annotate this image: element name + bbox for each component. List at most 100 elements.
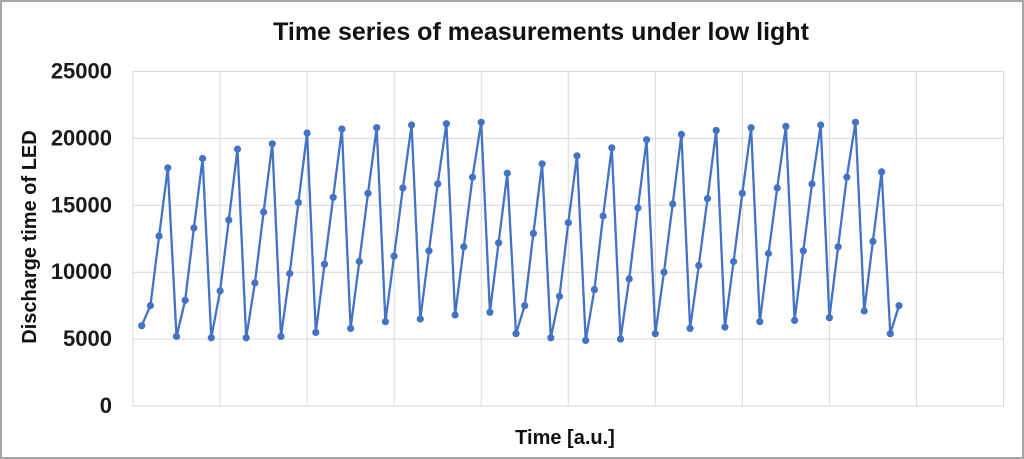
data-point xyxy=(651,330,659,338)
data-point xyxy=(294,199,302,207)
data-point xyxy=(616,335,625,343)
data-point xyxy=(251,279,259,287)
y-tick-label: 5000 xyxy=(63,326,112,351)
data-point xyxy=(582,336,590,344)
data-point xyxy=(190,224,198,232)
data-point xyxy=(625,275,633,283)
data-point xyxy=(538,160,546,168)
data-point xyxy=(712,126,720,134)
data-point xyxy=(564,219,572,227)
data-point xyxy=(286,269,294,278)
data-point xyxy=(808,180,816,188)
data-point xyxy=(373,124,381,132)
data-point xyxy=(660,268,668,276)
data-point xyxy=(477,118,485,126)
data-point xyxy=(860,307,868,315)
data-point xyxy=(843,173,851,181)
data-point xyxy=(138,322,146,330)
data-point xyxy=(773,184,781,192)
data-point xyxy=(303,129,311,137)
data-point xyxy=(747,124,755,132)
data-point xyxy=(503,169,511,177)
y-tick-label: 0 xyxy=(100,393,112,418)
data-point xyxy=(312,328,320,336)
data-point xyxy=(277,332,285,340)
data-point xyxy=(268,140,276,148)
data-point xyxy=(468,173,477,181)
data-point xyxy=(434,180,442,188)
data-point xyxy=(320,260,329,268)
data-point xyxy=(677,130,686,138)
data-point xyxy=(599,212,607,220)
data-point xyxy=(608,144,616,152)
data-point xyxy=(442,120,450,128)
data-point xyxy=(416,315,424,323)
data-point xyxy=(495,239,503,247)
data-point xyxy=(199,154,207,163)
data-point xyxy=(381,318,389,326)
data-point xyxy=(695,261,703,270)
data-point xyxy=(756,318,764,326)
data-point xyxy=(364,189,372,197)
data-point xyxy=(634,204,642,212)
y-axis-label: Discharge time of LED xyxy=(19,130,41,343)
data-point xyxy=(590,286,599,294)
data-point xyxy=(825,314,834,322)
data-point xyxy=(869,237,877,245)
data-point xyxy=(460,243,468,251)
data-point xyxy=(451,311,459,319)
x-axis-label: Time [a.u.] xyxy=(515,427,615,449)
data-point xyxy=(399,184,407,192)
data-point xyxy=(817,121,825,129)
y-tick-label: 20000 xyxy=(51,125,112,150)
y-tick-label: 15000 xyxy=(51,192,112,217)
data-point xyxy=(260,208,268,216)
data-point xyxy=(338,125,346,133)
data-point xyxy=(878,168,886,176)
data-point xyxy=(242,334,250,342)
data-point xyxy=(799,247,807,255)
data-point xyxy=(782,122,790,130)
data-point xyxy=(555,292,564,300)
data-point xyxy=(547,334,555,342)
data-point xyxy=(355,257,363,266)
data-point xyxy=(329,193,337,201)
data-point xyxy=(172,332,181,340)
data-point xyxy=(425,247,433,255)
data-point xyxy=(512,330,520,338)
data-point xyxy=(643,136,651,144)
y-axis-tick-labels: 0 5000 10000 15000 20000 25000 xyxy=(51,59,112,419)
data-point xyxy=(834,243,842,251)
data-point xyxy=(730,257,738,266)
data-point xyxy=(573,152,581,160)
data-point xyxy=(703,195,712,203)
data-point xyxy=(669,200,677,208)
data-point xyxy=(164,164,172,172)
data-point xyxy=(686,324,694,332)
data-point xyxy=(207,334,215,342)
data-point xyxy=(181,296,189,304)
y-tick-label: 10000 xyxy=(51,259,112,284)
data-point xyxy=(486,308,494,316)
data-point xyxy=(851,118,860,126)
data-point xyxy=(886,330,894,338)
data-point xyxy=(521,302,529,310)
data-series xyxy=(138,118,903,344)
data-point xyxy=(408,121,416,129)
data-point xyxy=(529,229,538,237)
series-line xyxy=(140,121,901,342)
data-point xyxy=(225,216,233,224)
y-tick-label: 25000 xyxy=(51,59,112,84)
data-point xyxy=(216,287,224,295)
data-point xyxy=(155,232,163,240)
data-point xyxy=(347,324,355,332)
data-point xyxy=(390,252,398,260)
data-point xyxy=(146,302,154,310)
data-point xyxy=(895,302,903,310)
data-point xyxy=(721,323,729,331)
data-point xyxy=(791,316,799,324)
chart-title: Time series of measurements under low li… xyxy=(273,18,809,46)
